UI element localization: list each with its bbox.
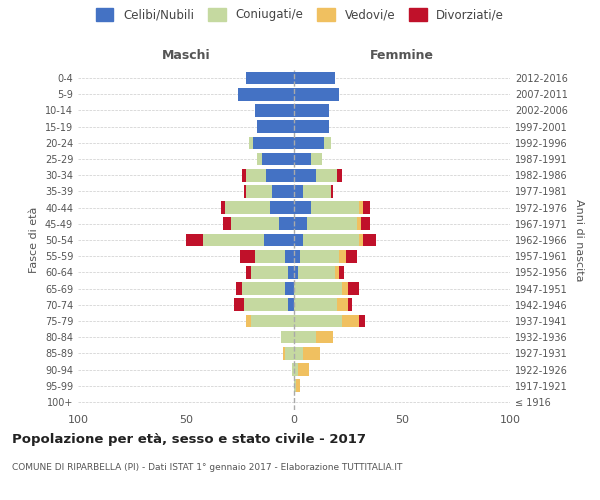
Bar <box>223 218 232 230</box>
Bar <box>363 234 376 246</box>
Bar <box>298 266 335 278</box>
Bar <box>257 120 294 133</box>
Bar <box>294 282 341 295</box>
Bar <box>279 218 294 230</box>
Bar <box>242 169 247 181</box>
Bar <box>356 218 361 230</box>
Text: Femmine: Femmine <box>370 50 434 62</box>
Bar <box>281 331 294 344</box>
Bar <box>247 72 294 85</box>
Bar <box>266 169 294 181</box>
Bar <box>294 136 324 149</box>
Bar <box>233 298 244 311</box>
Bar <box>247 266 251 278</box>
Bar <box>287 298 294 311</box>
Bar <box>221 202 225 214</box>
Bar <box>298 363 309 376</box>
Bar <box>341 314 359 328</box>
Bar <box>294 185 302 198</box>
Bar <box>255 104 294 117</box>
Bar <box>292 363 294 376</box>
Bar <box>294 120 329 133</box>
Bar <box>294 218 307 230</box>
Bar <box>311 152 322 166</box>
Bar <box>225 202 270 214</box>
Bar <box>257 152 262 166</box>
Bar <box>294 347 302 360</box>
Bar <box>341 282 348 295</box>
Bar <box>348 282 359 295</box>
Bar <box>359 234 363 246</box>
Bar <box>337 169 341 181</box>
Bar <box>247 169 266 181</box>
Bar <box>247 185 272 198</box>
Bar <box>244 298 287 311</box>
Y-axis label: Anni di nascita: Anni di nascita <box>574 198 584 281</box>
Bar <box>236 282 242 295</box>
Bar <box>294 380 296 392</box>
Bar <box>302 347 320 360</box>
Bar <box>186 234 203 246</box>
Bar <box>294 298 337 311</box>
Y-axis label: Fasce di età: Fasce di età <box>29 207 39 273</box>
Bar <box>294 250 301 262</box>
Text: Maschi: Maschi <box>161 50 211 62</box>
Bar <box>283 347 286 360</box>
Bar <box>294 314 341 328</box>
Bar <box>296 380 301 392</box>
Bar <box>324 136 331 149</box>
Bar <box>294 104 329 117</box>
Bar <box>286 347 294 360</box>
Bar <box>294 169 316 181</box>
Bar <box>359 314 365 328</box>
Bar <box>335 266 340 278</box>
Legend: Celibi/Nubili, Coniugati/e, Vedovi/e, Divorziati/e: Celibi/Nubili, Coniugati/e, Vedovi/e, Di… <box>96 8 504 22</box>
Bar <box>348 298 352 311</box>
Bar <box>294 331 316 344</box>
Text: COMUNE DI RIPARBELLA (PI) - Dati ISTAT 1° gennaio 2017 - Elaborazione TUTTITALIA: COMUNE DI RIPARBELLA (PI) - Dati ISTAT 1… <box>12 462 403 471</box>
Bar <box>203 234 264 246</box>
Bar <box>287 266 294 278</box>
Bar <box>361 218 370 230</box>
Bar <box>311 202 359 214</box>
Text: Popolazione per età, sesso e stato civile - 2017: Popolazione per età, sesso e stato civil… <box>12 432 366 446</box>
Bar <box>302 234 359 246</box>
Bar <box>262 152 294 166</box>
Bar <box>294 266 298 278</box>
Bar <box>255 250 286 262</box>
Bar <box>359 202 363 214</box>
Bar <box>294 202 311 214</box>
Bar <box>294 152 311 166</box>
Bar <box>232 218 279 230</box>
Bar <box>238 88 294 101</box>
Bar <box>294 363 298 376</box>
Bar <box>294 234 302 246</box>
Bar <box>264 234 294 246</box>
Bar <box>247 314 251 328</box>
Bar <box>340 250 346 262</box>
Bar <box>240 250 255 262</box>
Bar <box>346 250 356 262</box>
Bar <box>316 331 333 344</box>
Bar <box>294 88 340 101</box>
Bar <box>294 72 335 85</box>
Bar <box>244 185 247 198</box>
Bar <box>251 266 287 278</box>
Bar <box>307 218 356 230</box>
Bar <box>337 298 348 311</box>
Bar <box>251 314 294 328</box>
Bar <box>272 185 294 198</box>
Bar <box>286 250 294 262</box>
Bar <box>286 282 294 295</box>
Bar <box>340 266 344 278</box>
Bar <box>302 185 331 198</box>
Bar <box>331 185 333 198</box>
Bar <box>363 202 370 214</box>
Bar <box>316 169 337 181</box>
Bar <box>242 282 286 295</box>
Bar <box>301 250 340 262</box>
Bar <box>270 202 294 214</box>
Bar <box>248 136 253 149</box>
Bar <box>253 136 294 149</box>
